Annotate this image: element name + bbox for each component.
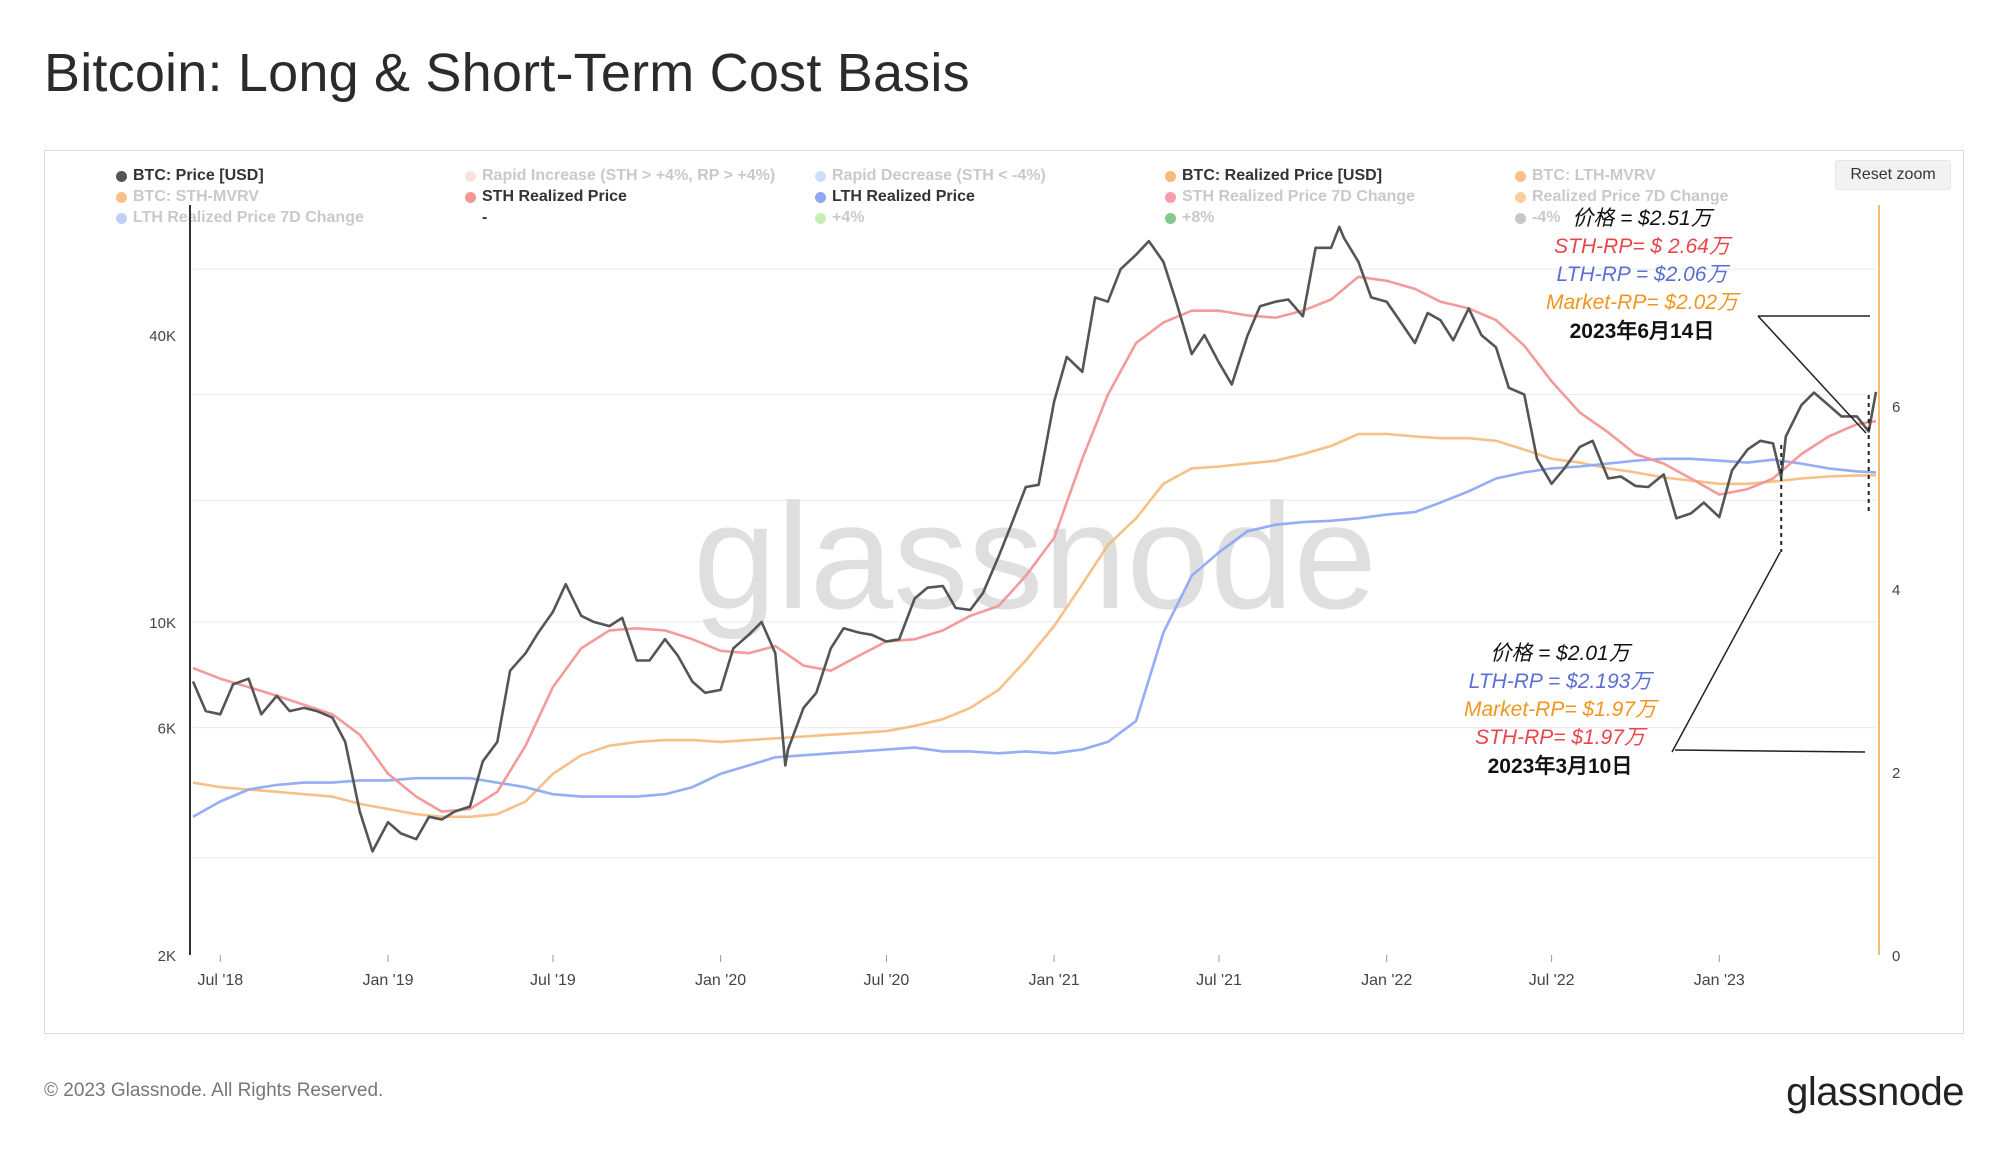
y-axis-tick-label: 2K xyxy=(158,948,176,965)
legend-label: Realized Price 7D Change xyxy=(1532,188,1729,205)
march-underline xyxy=(1674,749,1866,753)
legend-item[interactable]: +4% xyxy=(815,209,864,227)
legend-item[interactable]: - xyxy=(465,209,487,227)
x-axis-tick-label: Jul '18 xyxy=(197,972,243,989)
legend-item[interactable]: Rapid Decrease (STH < -4%) xyxy=(815,167,1046,185)
legend-label: BTC: LTH-MVRV xyxy=(1532,167,1656,184)
legend-swatch-icon xyxy=(116,191,127,203)
x-axis-tick-label: Jul '21 xyxy=(1196,972,1242,989)
y-axis-tick-label: 6K xyxy=(158,721,176,738)
legend-item[interactable]: Rapid Increase (STH > +4%, RP > +4%) xyxy=(465,167,775,185)
legend-swatch-icon xyxy=(116,170,127,182)
march-connector xyxy=(1671,551,1781,753)
legend-label: - xyxy=(482,209,488,226)
legend-item[interactable]: BTC: Price [USD] xyxy=(116,167,264,185)
page-title: Bitcoin: Long & Short-Term Cost Basis xyxy=(44,43,970,103)
series-line xyxy=(191,225,1878,853)
legend-item[interactable]: BTC: Realized Price [USD] xyxy=(1165,167,1382,185)
x-axis-tick-label: Jan '22 xyxy=(1361,972,1412,989)
x-axis-tick-label: Jul '22 xyxy=(1529,972,1575,989)
legend-item[interactable]: STH Realized Price xyxy=(465,188,627,206)
march-price-label: 价格 = $2.01万 xyxy=(1490,642,1632,665)
legend-item[interactable]: LTH Realized Price xyxy=(815,188,975,206)
legend-item[interactable]: -4% xyxy=(1515,209,1560,227)
x-axis-tick-label: Jan '21 xyxy=(1029,972,1080,989)
legend-swatch-icon xyxy=(1515,212,1526,224)
june-sth-label: STH-RP= $ 2.64万 xyxy=(1554,235,1733,258)
legend-label: BTC: Price [USD] xyxy=(133,167,264,184)
y-axis-tick-label: 40K xyxy=(149,328,176,345)
legend-swatch-icon xyxy=(815,191,826,203)
legend-swatch-icon xyxy=(815,170,826,182)
june-market-label: Market-RP= $2.02万 xyxy=(1546,291,1741,314)
right-axis-tick-label: 6 xyxy=(1892,399,1900,416)
legend-label: -4% xyxy=(1532,209,1561,226)
legend-label: STH Realized Price xyxy=(482,188,627,205)
march-market-label: Market-RP= $1.97万 xyxy=(1464,698,1659,721)
legend-item[interactable]: +8% xyxy=(1165,209,1214,227)
june-date-label: 2023年6月14日 xyxy=(1570,319,1715,343)
legend-label: Rapid Increase (STH > +4%, RP > +4%) xyxy=(482,167,776,184)
legend-swatch-icon xyxy=(1165,170,1176,182)
march-sth-label: STH-RP= $1.97万 xyxy=(1475,726,1648,749)
legend-label: BTC: STH-MVRV xyxy=(133,188,259,205)
series-line xyxy=(192,275,1877,813)
x-axis-tick-label: Jan '23 xyxy=(1694,972,1745,989)
legend-item[interactable]: STH Realized Price 7D Change xyxy=(1165,188,1415,206)
legend-label: +4% xyxy=(832,209,865,226)
march-date-label: 2023年3月10日 xyxy=(1488,754,1633,778)
march-lth-label: LTH-RP = $2.193万 xyxy=(1469,670,1655,693)
legend-item[interactable]: BTC: STH-MVRV xyxy=(116,188,259,206)
legend-swatch-icon xyxy=(116,212,127,224)
legend-item[interactable]: BTC: LTH-MVRV xyxy=(1515,167,1656,185)
brand-logo: glassnode xyxy=(1786,1070,1964,1114)
watermark-text: glassnode xyxy=(693,472,1377,640)
legend-swatch-icon xyxy=(465,191,476,203)
right-axis-tick-label: 4 xyxy=(1892,582,1900,599)
copyright-footer: © 2023 Glassnode. All Rights Reserved. xyxy=(44,1080,384,1101)
x-axis-tick-label: Jul '20 xyxy=(864,972,910,989)
right-axis-tick-label: 2 xyxy=(1892,765,1900,782)
reset-zoom-button[interactable]: Reset zoom xyxy=(1835,160,1951,190)
legend-swatch-icon xyxy=(465,170,476,182)
x-axis-tick-label: Jan '19 xyxy=(362,972,413,989)
legend-swatch-icon xyxy=(1165,212,1176,224)
june-lth-label: LTH-RP = $2.06万 xyxy=(1557,263,1731,286)
x-axis-tick-label: Jul '19 xyxy=(530,972,576,989)
legend-swatch-icon xyxy=(1515,191,1526,203)
legend-label: +8% xyxy=(1182,209,1215,226)
x-axis-tick-label: Jan '20 xyxy=(695,972,746,989)
legend-label: BTC: Realized Price [USD] xyxy=(1182,167,1383,184)
legend-label: Rapid Decrease (STH < -4%) xyxy=(832,167,1046,184)
legend-label: LTH Realized Price xyxy=(832,188,975,205)
chart-frame xyxy=(44,150,1964,1034)
legend-label: STH Realized Price 7D Change xyxy=(1182,188,1415,205)
june-price-label: 价格 = $2.51万 xyxy=(1572,207,1714,230)
june-connector xyxy=(1757,315,1867,434)
legend-item[interactable]: Realized Price 7D Change xyxy=(1515,188,1729,206)
right-axis-tick-label: 0 xyxy=(1892,948,1900,965)
legend-swatch-icon xyxy=(1165,191,1176,203)
y-axis-tick-label: 10K xyxy=(149,615,176,632)
legend-swatch-icon xyxy=(1515,170,1526,182)
legend-swatch-icon xyxy=(815,212,826,224)
